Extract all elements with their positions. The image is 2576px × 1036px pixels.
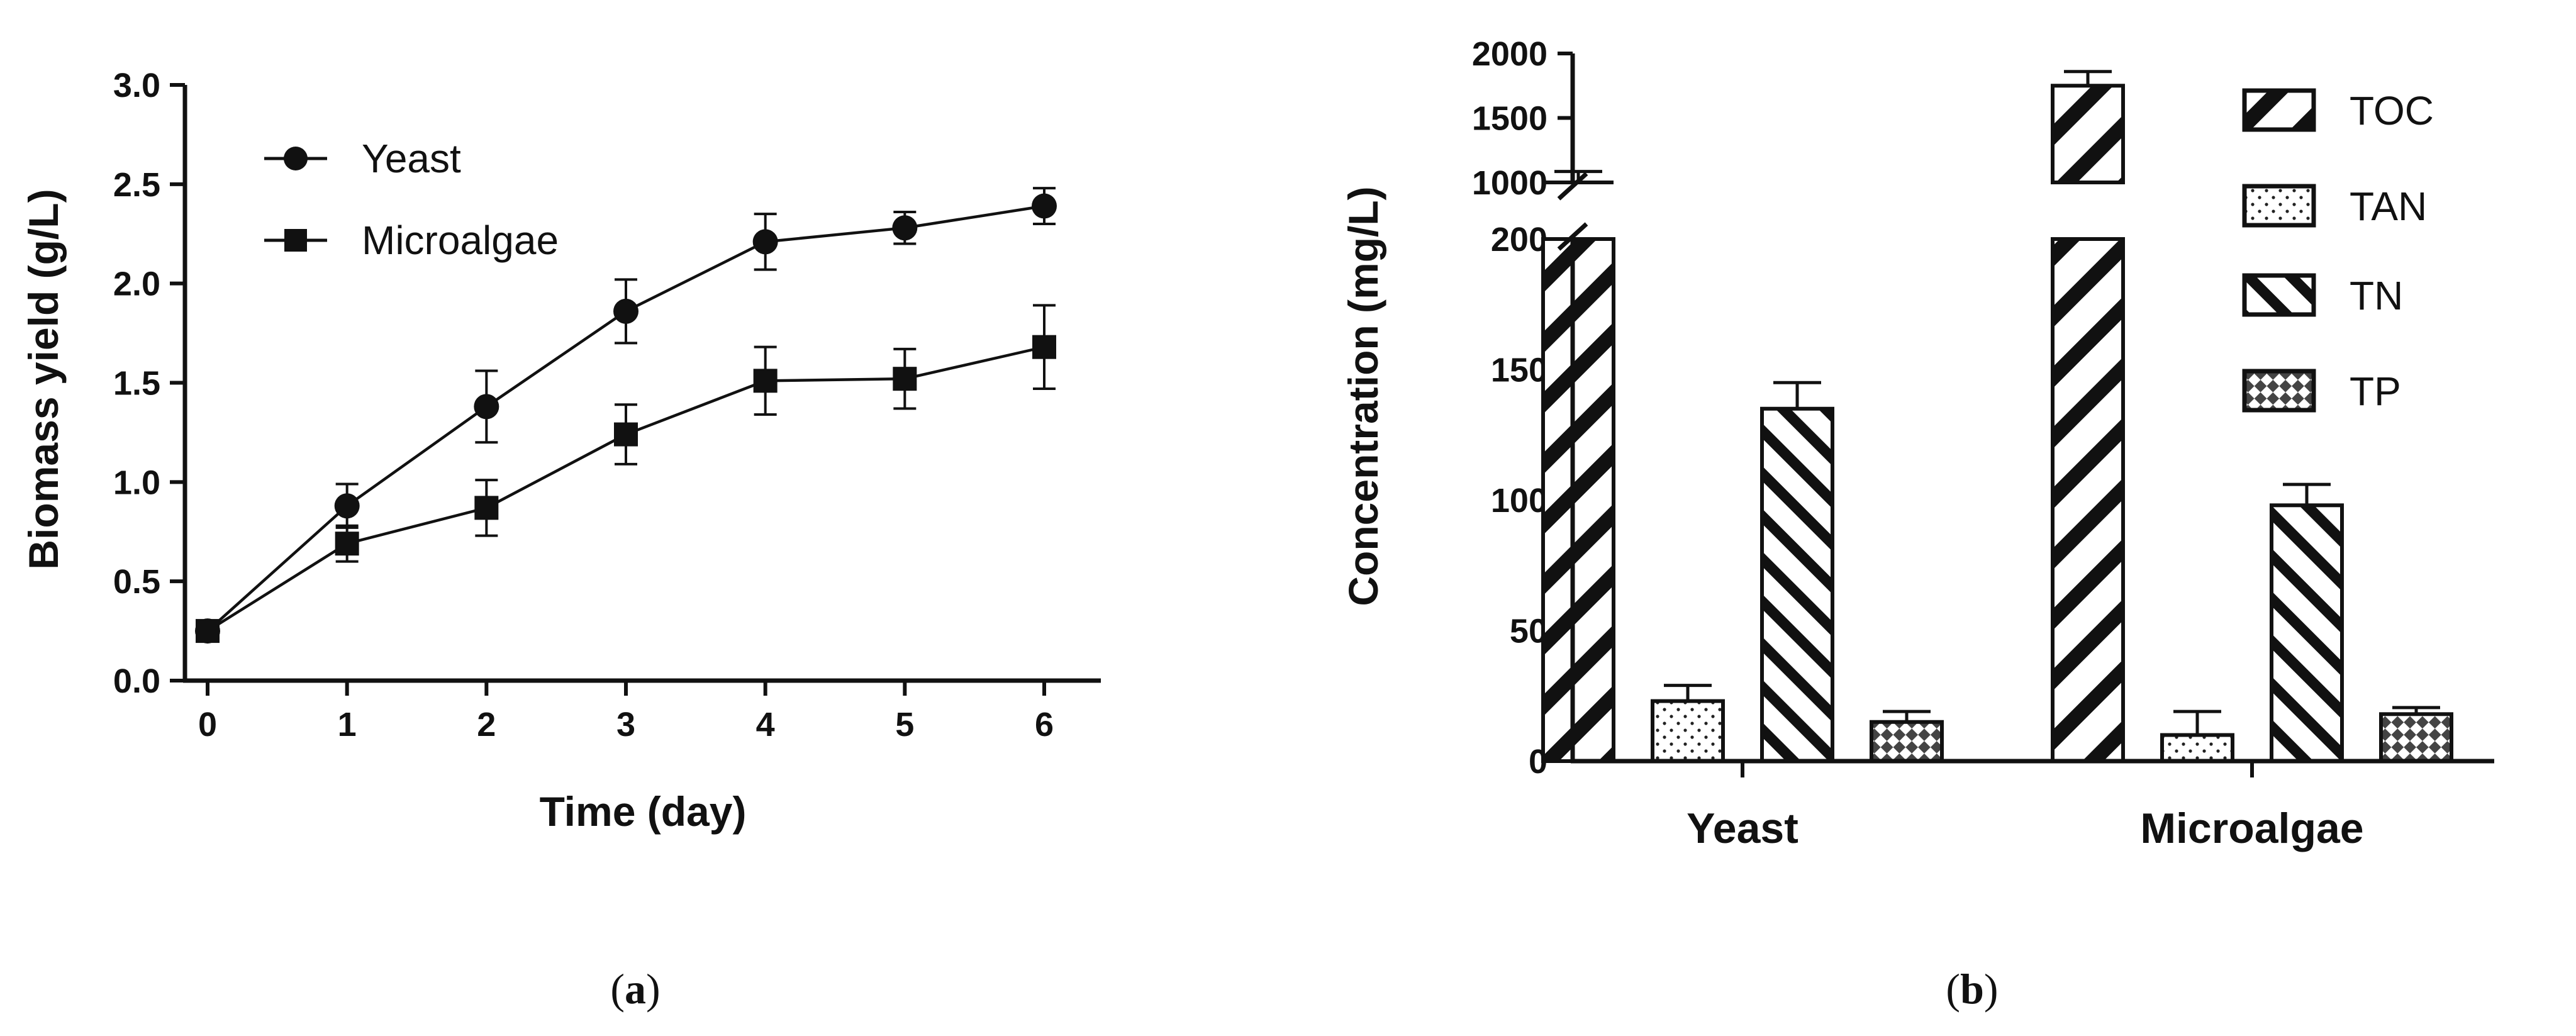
legend-tp-swatch <box>2242 369 2316 413</box>
bar-tn-microalgae <box>2270 482 2344 763</box>
x-tick-label: 4 <box>756 706 775 744</box>
series-yeast-point <box>892 215 918 241</box>
bar-tan-yeast <box>1651 684 1725 764</box>
series-microalgae-point <box>474 496 499 520</box>
panel-b-axis-break-mark-lower <box>1557 222 1588 251</box>
bar-tan-microalgae <box>2160 710 2234 763</box>
bar-tp-yeast <box>1870 710 1944 763</box>
legend-microalgae-marker <box>284 229 307 252</box>
series-microalgae-point <box>893 367 917 391</box>
bar-tn-yeast <box>1760 381 1834 763</box>
y-tick-label: 50 <box>1510 613 1547 650</box>
legend-tn-label: TN <box>2350 273 2403 318</box>
legend-yeast-marker <box>284 147 308 170</box>
x-tick-label: 6 <box>1035 706 1054 744</box>
panel-b-legend: TOC TAN TN TP <box>2242 88 2434 414</box>
panel-a-line-chart: Biomass yield (g/L) Time (day) 0.0 0.5 1.0… <box>20 67 1101 1013</box>
series-microalgae-point <box>335 532 359 556</box>
y-tick-label: 2000 <box>1472 35 1547 73</box>
y-tick-label: 0.5 <box>113 563 160 601</box>
y-tick-label: 2.0 <box>113 265 160 303</box>
y-tick-label: 1.0 <box>113 464 160 501</box>
legend-tn-swatch <box>2242 273 2316 317</box>
panel-b-bar-chart: Concentration (mg/L) 0501001502001000150… <box>1340 35 2494 1013</box>
panel-b-letter: b <box>1960 965 1984 1013</box>
series-yeast-point <box>334 493 360 519</box>
panel-a-letter: a <box>625 965 646 1013</box>
x-tick-label: 2 <box>477 706 496 744</box>
panel-a-xlabel: Time (day) <box>540 788 747 835</box>
series-yeast-point <box>752 229 778 255</box>
legend-tp-label: TP <box>2350 369 2401 414</box>
series-yeast-point <box>474 394 499 420</box>
panel-a-ylabel: Biomass yield (g/L) <box>20 189 67 569</box>
y-tick-label: 100 <box>1491 482 1547 520</box>
bar-tp-microalgae <box>2379 706 2453 764</box>
bar-toc-microalgae <box>2051 70 2125 763</box>
legend-microalgae-label: Microalgae <box>362 218 559 263</box>
category-label-yeast: Yeast <box>1687 805 1798 852</box>
y-tick-label: 2.5 <box>113 166 160 204</box>
y-tick-label: 3.0 <box>113 67 160 104</box>
legend-yeast-label: Yeast <box>362 136 461 181</box>
y-tick-label: 1.5 <box>113 365 160 403</box>
x-tick-label: 3 <box>616 706 635 744</box>
legend-toc-label: TOC <box>2350 88 2434 133</box>
x-tick-label: 0 <box>198 706 217 744</box>
panel-a-legend: Yeast Microalgae <box>264 136 559 263</box>
panel-b-label: (b) <box>1946 965 1998 1013</box>
panel-a-label: (a) <box>610 965 660 1013</box>
legend-toc-swatch <box>2242 88 2316 132</box>
y-tick-label: 1500 <box>1472 100 1547 138</box>
bar-toc-yeast <box>1541 170 1615 763</box>
series-yeast-point <box>613 298 638 324</box>
series-microalgae-point <box>614 422 638 447</box>
category-label-microalgae: Microalgae <box>2140 805 2363 852</box>
series-microalgae-point <box>196 619 220 643</box>
panel-b-axis-break-mark-upper <box>1557 172 1588 201</box>
series-microalgae-line <box>206 345 1045 632</box>
x-tick-label: 1 <box>338 706 357 744</box>
y-tick-label: 150 <box>1491 352 1547 389</box>
y-tick-label: 200 <box>1491 221 1547 259</box>
series-microalgae-point <box>753 369 778 393</box>
series-yeast-point <box>1032 193 1057 219</box>
legend-tan-label: TAN <box>2350 184 2427 229</box>
y-tick-label: 0.0 <box>113 662 160 700</box>
series-microalgae-point <box>1032 335 1056 359</box>
y-tick-label: 1000 <box>1472 164 1547 202</box>
panel-b-ylabel: Concentration (mg/L) <box>1340 186 1386 606</box>
legend-tan-swatch <box>2242 184 2316 228</box>
x-tick-label: 5 <box>895 706 914 744</box>
